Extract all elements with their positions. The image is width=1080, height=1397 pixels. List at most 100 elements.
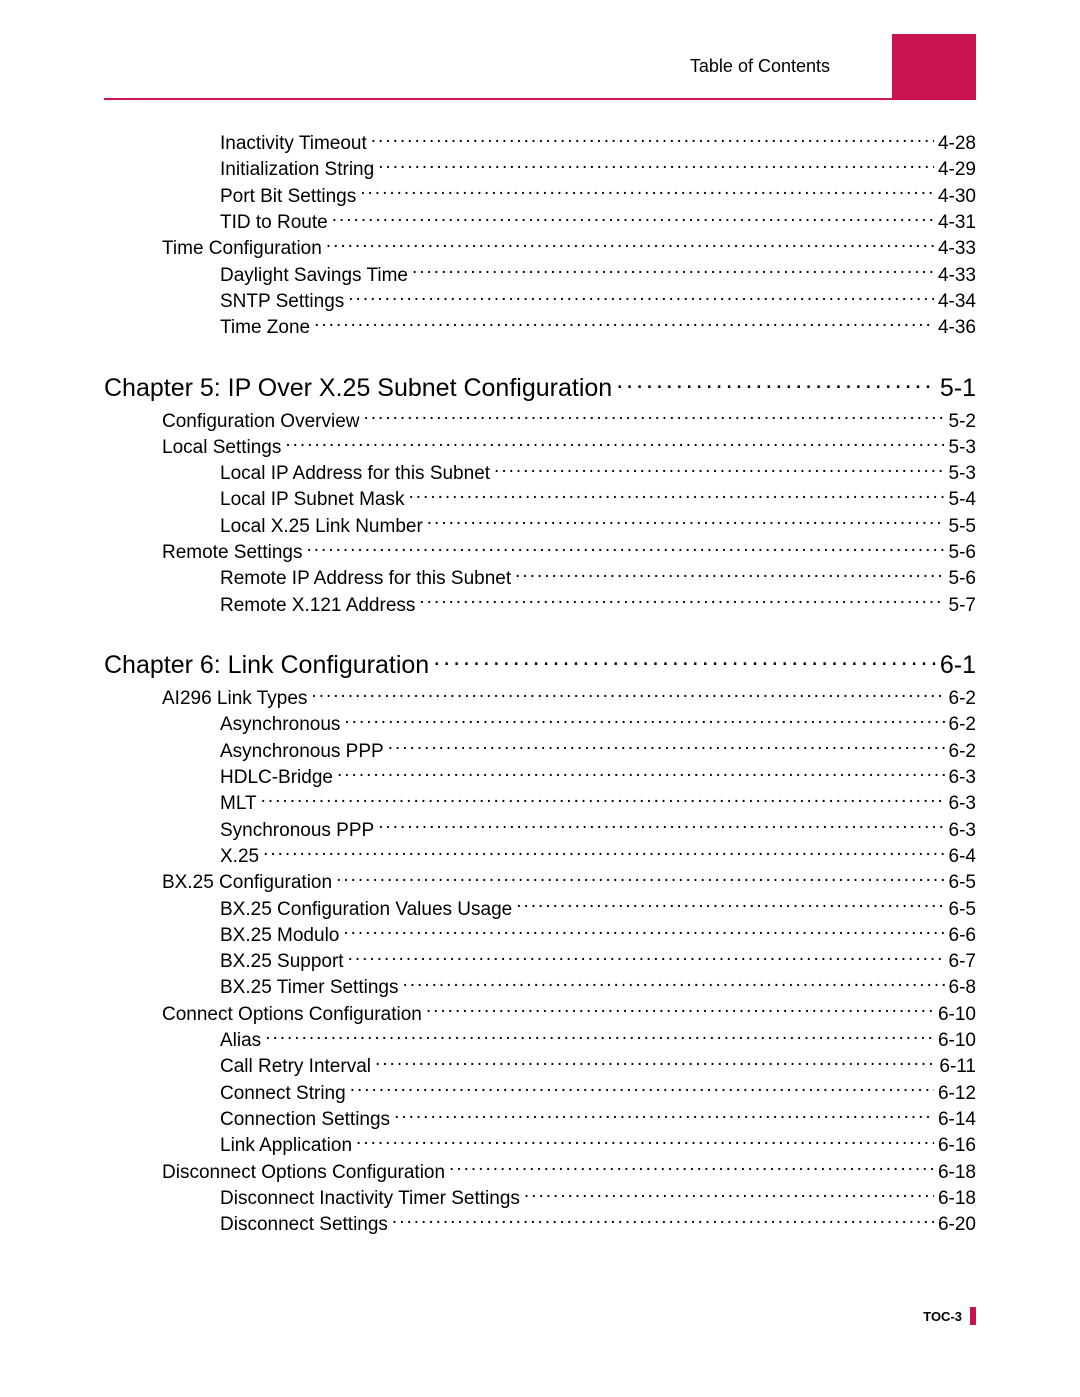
toc-entry-row: Disconnect Settings 6-20 — [104, 1211, 976, 1237]
toc-entry-page: 6-2 — [945, 740, 976, 764]
toc-entry-title: HDLC-Bridge — [220, 766, 337, 790]
toc-entry-row: BX.25 Modulo 6-6 — [104, 922, 976, 948]
toc-entry-page: 6-6 — [945, 924, 976, 948]
toc-leader-dots — [306, 539, 944, 558]
toc-entry-row: Local Settings 5-3 — [104, 434, 976, 460]
toc-entry-title: Connection Settings — [220, 1108, 394, 1132]
toc-leader-dots — [311, 685, 944, 704]
toc-entry-title: Inactivity Timeout — [220, 132, 371, 156]
toc-entry-page: 5-3 — [945, 436, 976, 460]
toc-entry-row: X.25 6-4 — [104, 843, 976, 869]
toc-entry-page: 4-36 — [934, 316, 976, 340]
toc-entry-title: AI296 Link Types — [162, 687, 311, 711]
toc-entry-page: 6-3 — [945, 766, 976, 790]
toc-entry-title: Disconnect Settings — [220, 1213, 392, 1237]
toc-entry-page: 6-5 — [945, 871, 976, 895]
toc-entry-title: Chapter 6: Link Configuration — [104, 649, 433, 681]
toc-entry-page: 6-10 — [934, 1003, 976, 1027]
toc-entry-title: Disconnect Options Configuration — [162, 1161, 449, 1185]
toc-entry-title: BX.25 Support — [220, 950, 348, 974]
toc-entry-page: 4-30 — [934, 185, 976, 209]
toc-entry-title: Local Settings — [162, 436, 285, 460]
toc-leader-dots — [314, 314, 934, 333]
header-rule — [104, 98, 976, 100]
toc-entry-title: Asynchronous PPP — [220, 740, 388, 764]
toc-entry-row: Initialization String 4-29 — [104, 156, 976, 182]
toc-leader-dots — [371, 130, 934, 149]
toc-entry-title: Remote X.121 Address — [220, 594, 419, 618]
toc-entry-row: BX.25 Configuration 6-5 — [104, 869, 976, 895]
toc-entry-page: 5-2 — [945, 410, 976, 434]
toc-entry-title: Call Retry Interval — [220, 1055, 375, 1079]
toc-entry-title: BX.25 Modulo — [220, 924, 343, 948]
toc-leader-dots — [261, 790, 945, 809]
toc-entry-row: Local IP Subnet Mask 5-4 — [104, 486, 976, 512]
toc-entry-title: Configuration Overview — [162, 410, 363, 434]
toc-entry-page: 4-33 — [934, 237, 976, 261]
toc-entry-page: 6-14 — [934, 1108, 976, 1132]
toc-entry-page: 4-29 — [934, 158, 976, 182]
toc-entry-title: Initialization String — [220, 158, 378, 182]
toc-entry-page: 5-1 — [936, 372, 976, 404]
toc-leader-dots — [412, 262, 934, 281]
toc-entry-title: X.25 — [220, 845, 263, 869]
toc-entry-row: Time Zone 4-36 — [104, 314, 976, 340]
toc-entry-title: Port Bit Settings — [220, 185, 360, 209]
toc-leader-dots — [394, 1106, 934, 1125]
footer-page-label: TOC-3 — [923, 1309, 962, 1324]
toc-entry-row: Connect String 6-12 — [104, 1080, 976, 1106]
toc-entry-page: 6-18 — [934, 1187, 976, 1211]
toc-chapter-row: Chapter 6: Link Configuration 6-1 — [104, 648, 976, 681]
toc-entry-row: Port Bit Settings 4-30 — [104, 183, 976, 209]
toc-entry-page: 5-5 — [945, 515, 976, 539]
toc-leader-dots — [516, 896, 944, 915]
toc-leader-dots — [426, 1001, 934, 1020]
toc-leader-dots — [524, 1185, 934, 1204]
toc-entry-row: BX.25 Configuration Values Usage 6-5 — [104, 896, 976, 922]
toc-entry-page: 6-8 — [945, 976, 976, 1000]
toc-entry-row: Disconnect Inactivity Timer Settings 6-1… — [104, 1185, 976, 1211]
toc-entry-row: Call Retry Interval 6-11 — [104, 1053, 976, 1079]
toc-entry-row: TID to Route 4-31 — [104, 209, 976, 235]
toc-leader-dots — [263, 843, 944, 862]
toc-entry-row: Alias 6-10 — [104, 1027, 976, 1053]
toc-leader-dots — [494, 460, 944, 479]
toc-leader-dots — [449, 1159, 934, 1178]
toc-entry-title: Time Configuration — [162, 237, 326, 261]
toc-entry-title: Link Application — [220, 1134, 356, 1158]
toc-entry-page: 6-4 — [945, 845, 976, 869]
toc-entry-page: 6-18 — [934, 1161, 976, 1185]
toc-entry-page: 6-12 — [934, 1082, 976, 1106]
toc-entry-title: BX.25 Configuration Values Usage — [220, 898, 516, 922]
toc-entry-row: Configuration Overview 5-2 — [104, 408, 976, 434]
toc-entry-page: 5-6 — [945, 567, 976, 591]
toc-leader-dots — [419, 592, 944, 611]
toc-entry-page: 6-3 — [945, 792, 976, 816]
toc-leader-dots — [326, 235, 934, 254]
toc-entry-page: 4-34 — [934, 290, 976, 314]
toc-entry-page: 5-6 — [945, 541, 976, 565]
toc-leader-dots — [336, 869, 944, 888]
toc-entry-title: Local IP Subnet Mask — [220, 488, 408, 512]
toc-entry-title: BX.25 Configuration — [162, 871, 336, 895]
toc-entry-title: Local IP Address for this Subnet — [220, 462, 494, 486]
toc-leader-dots — [360, 183, 934, 202]
toc-entry-page: 6-20 — [934, 1213, 976, 1237]
toc-entry-row: SNTP Settings 4-34 — [104, 288, 976, 314]
toc-leader-dots — [265, 1027, 934, 1046]
header-accent-box — [892, 34, 976, 98]
toc-entry-page: 4-31 — [934, 211, 976, 235]
page-header: Table of Contents — [0, 0, 1080, 100]
toc-leader-dots — [348, 288, 934, 307]
toc-leader-dots — [402, 974, 944, 993]
toc-entry-title: Connect String — [220, 1082, 350, 1106]
toc-entry-row: Remote X.121 Address 5-7 — [104, 592, 976, 618]
toc-entry-row: Connection Settings 6-14 — [104, 1106, 976, 1132]
toc-leader-dots — [427, 513, 945, 532]
toc-leader-dots — [363, 408, 944, 427]
toc-entry-page: 6-2 — [945, 713, 976, 737]
toc-entry-title: Remote Settings — [162, 541, 306, 565]
toc-entry-page: 4-33 — [934, 264, 976, 288]
toc-entry-row: BX.25 Timer Settings 6-8 — [104, 974, 976, 1000]
toc-leader-dots — [337, 764, 945, 783]
